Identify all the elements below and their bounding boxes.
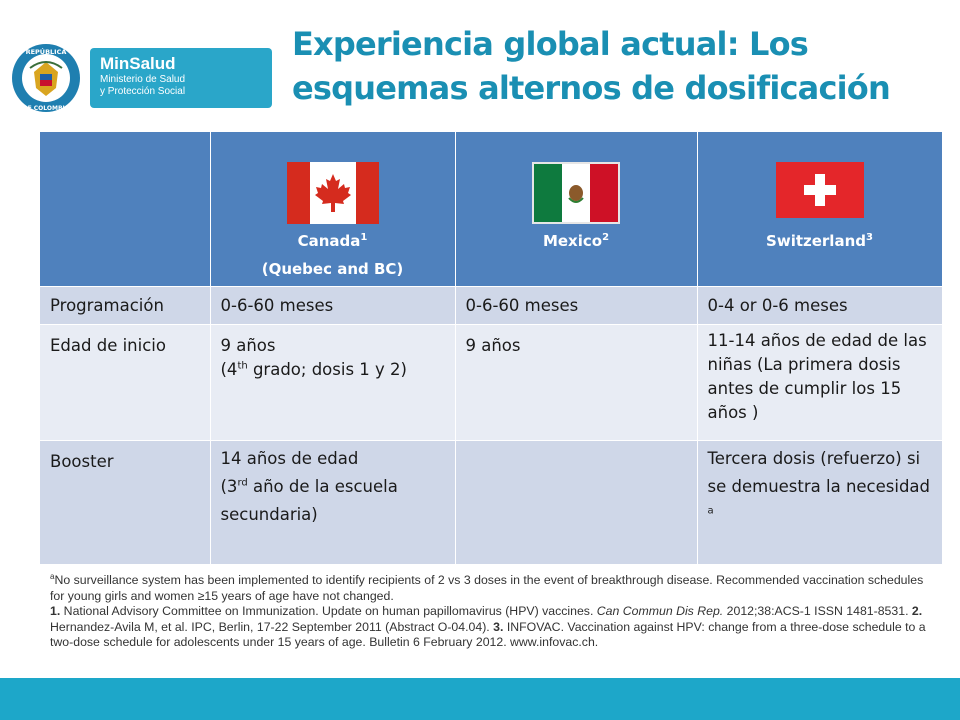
- title-line1: Experiencia global actual: Los: [292, 25, 809, 63]
- cell-switzerland-booster: Tercera dosis (refuerzo) si se demuestra…: [697, 440, 943, 565]
- table-header-row: Canada1 (Quebec and BC) Mexico2: [40, 132, 943, 287]
- colombia-seal-icon: REPÚBLICA DE COLOMBIA: [12, 44, 80, 112]
- table-row: Programación 0-6-60 meses 0-6-60 meses 0…: [40, 286, 943, 325]
- country-canada-label: Canada1: [297, 232, 368, 250]
- logo-brand: MinSalud: [100, 54, 176, 73]
- seal-text-top: REPÚBLICA: [26, 47, 67, 56]
- cell-canada-edad-inicio: 9 años (4th grado; dosis 1 y 2): [210, 324, 456, 441]
- switzerland-flag-icon: [775, 162, 864, 218]
- cell-canada-booster: 14 años de edad (3rd año de la escuela s…: [210, 440, 456, 565]
- footnote-a: aNo surveillance system has been impleme…: [50, 572, 924, 603]
- country-switzerland-label: Switzerland3: [766, 232, 873, 250]
- header-mexico: Mexico2: [455, 132, 698, 287]
- row-label-booster: Booster: [40, 440, 211, 565]
- table-row: Booster 14 años de edad (3rd año de la e…: [40, 440, 943, 565]
- cell-switzerland-edad-inicio: 11-14 años de edad de las niñas (La prim…: [697, 324, 943, 441]
- header-empty-cell: [40, 132, 211, 287]
- logo-sub-line2: y Protección Social: [100, 86, 186, 97]
- canada-flag-icon: [286, 162, 379, 224]
- seal-text-bottom: DE COLOMBIA: [23, 105, 70, 112]
- table-row: Edad de inicio 9 años (4th grado; dosis …: [40, 324, 943, 441]
- minsalud-logo: REPÚBLICA DE COLOMBIA MinSalud Ministeri…: [10, 42, 272, 114]
- mexico-flag-icon: [532, 162, 620, 224]
- references: 1. National Advisory Committee on Immuni…: [50, 604, 926, 650]
- logo-sub-line1: Ministerio de Salud: [100, 74, 186, 85]
- row-label-edad-inicio: Edad de inicio: [40, 324, 211, 441]
- country-canada-sub: (Quebec and BC): [261, 260, 404, 278]
- country-mexico-label: Mexico2: [542, 232, 610, 250]
- dosing-schedule-table: Canada1 (Quebec and BC) Mexico2: [40, 132, 943, 565]
- header-switzerland: Switzerland3: [697, 132, 943, 287]
- slide-title: Experiencia global actual: Los esquemas …: [292, 22, 952, 110]
- cell-mexico-edad-inicio: 9 años: [455, 324, 698, 441]
- cell-switzerland-programacion: 0-4 or 0-6 meses: [697, 286, 943, 325]
- cell-mexico-booster: [455, 440, 698, 565]
- header-canada: Canada1 (Quebec and BC): [210, 132, 456, 287]
- bottom-bar: [0, 678, 960, 720]
- title-line2: esquemas alternos de dosificación: [292, 69, 891, 107]
- cell-mexico-programacion: 0-6-60 meses: [455, 286, 698, 325]
- cell-canada-programacion: 0-6-60 meses: [210, 286, 456, 325]
- logo-box: MinSalud Ministerio de Salud y Protecció…: [90, 48, 272, 108]
- footnotes: aNo surveillance system has been impleme…: [50, 569, 930, 651]
- row-label-programacion: Programación: [40, 286, 211, 325]
